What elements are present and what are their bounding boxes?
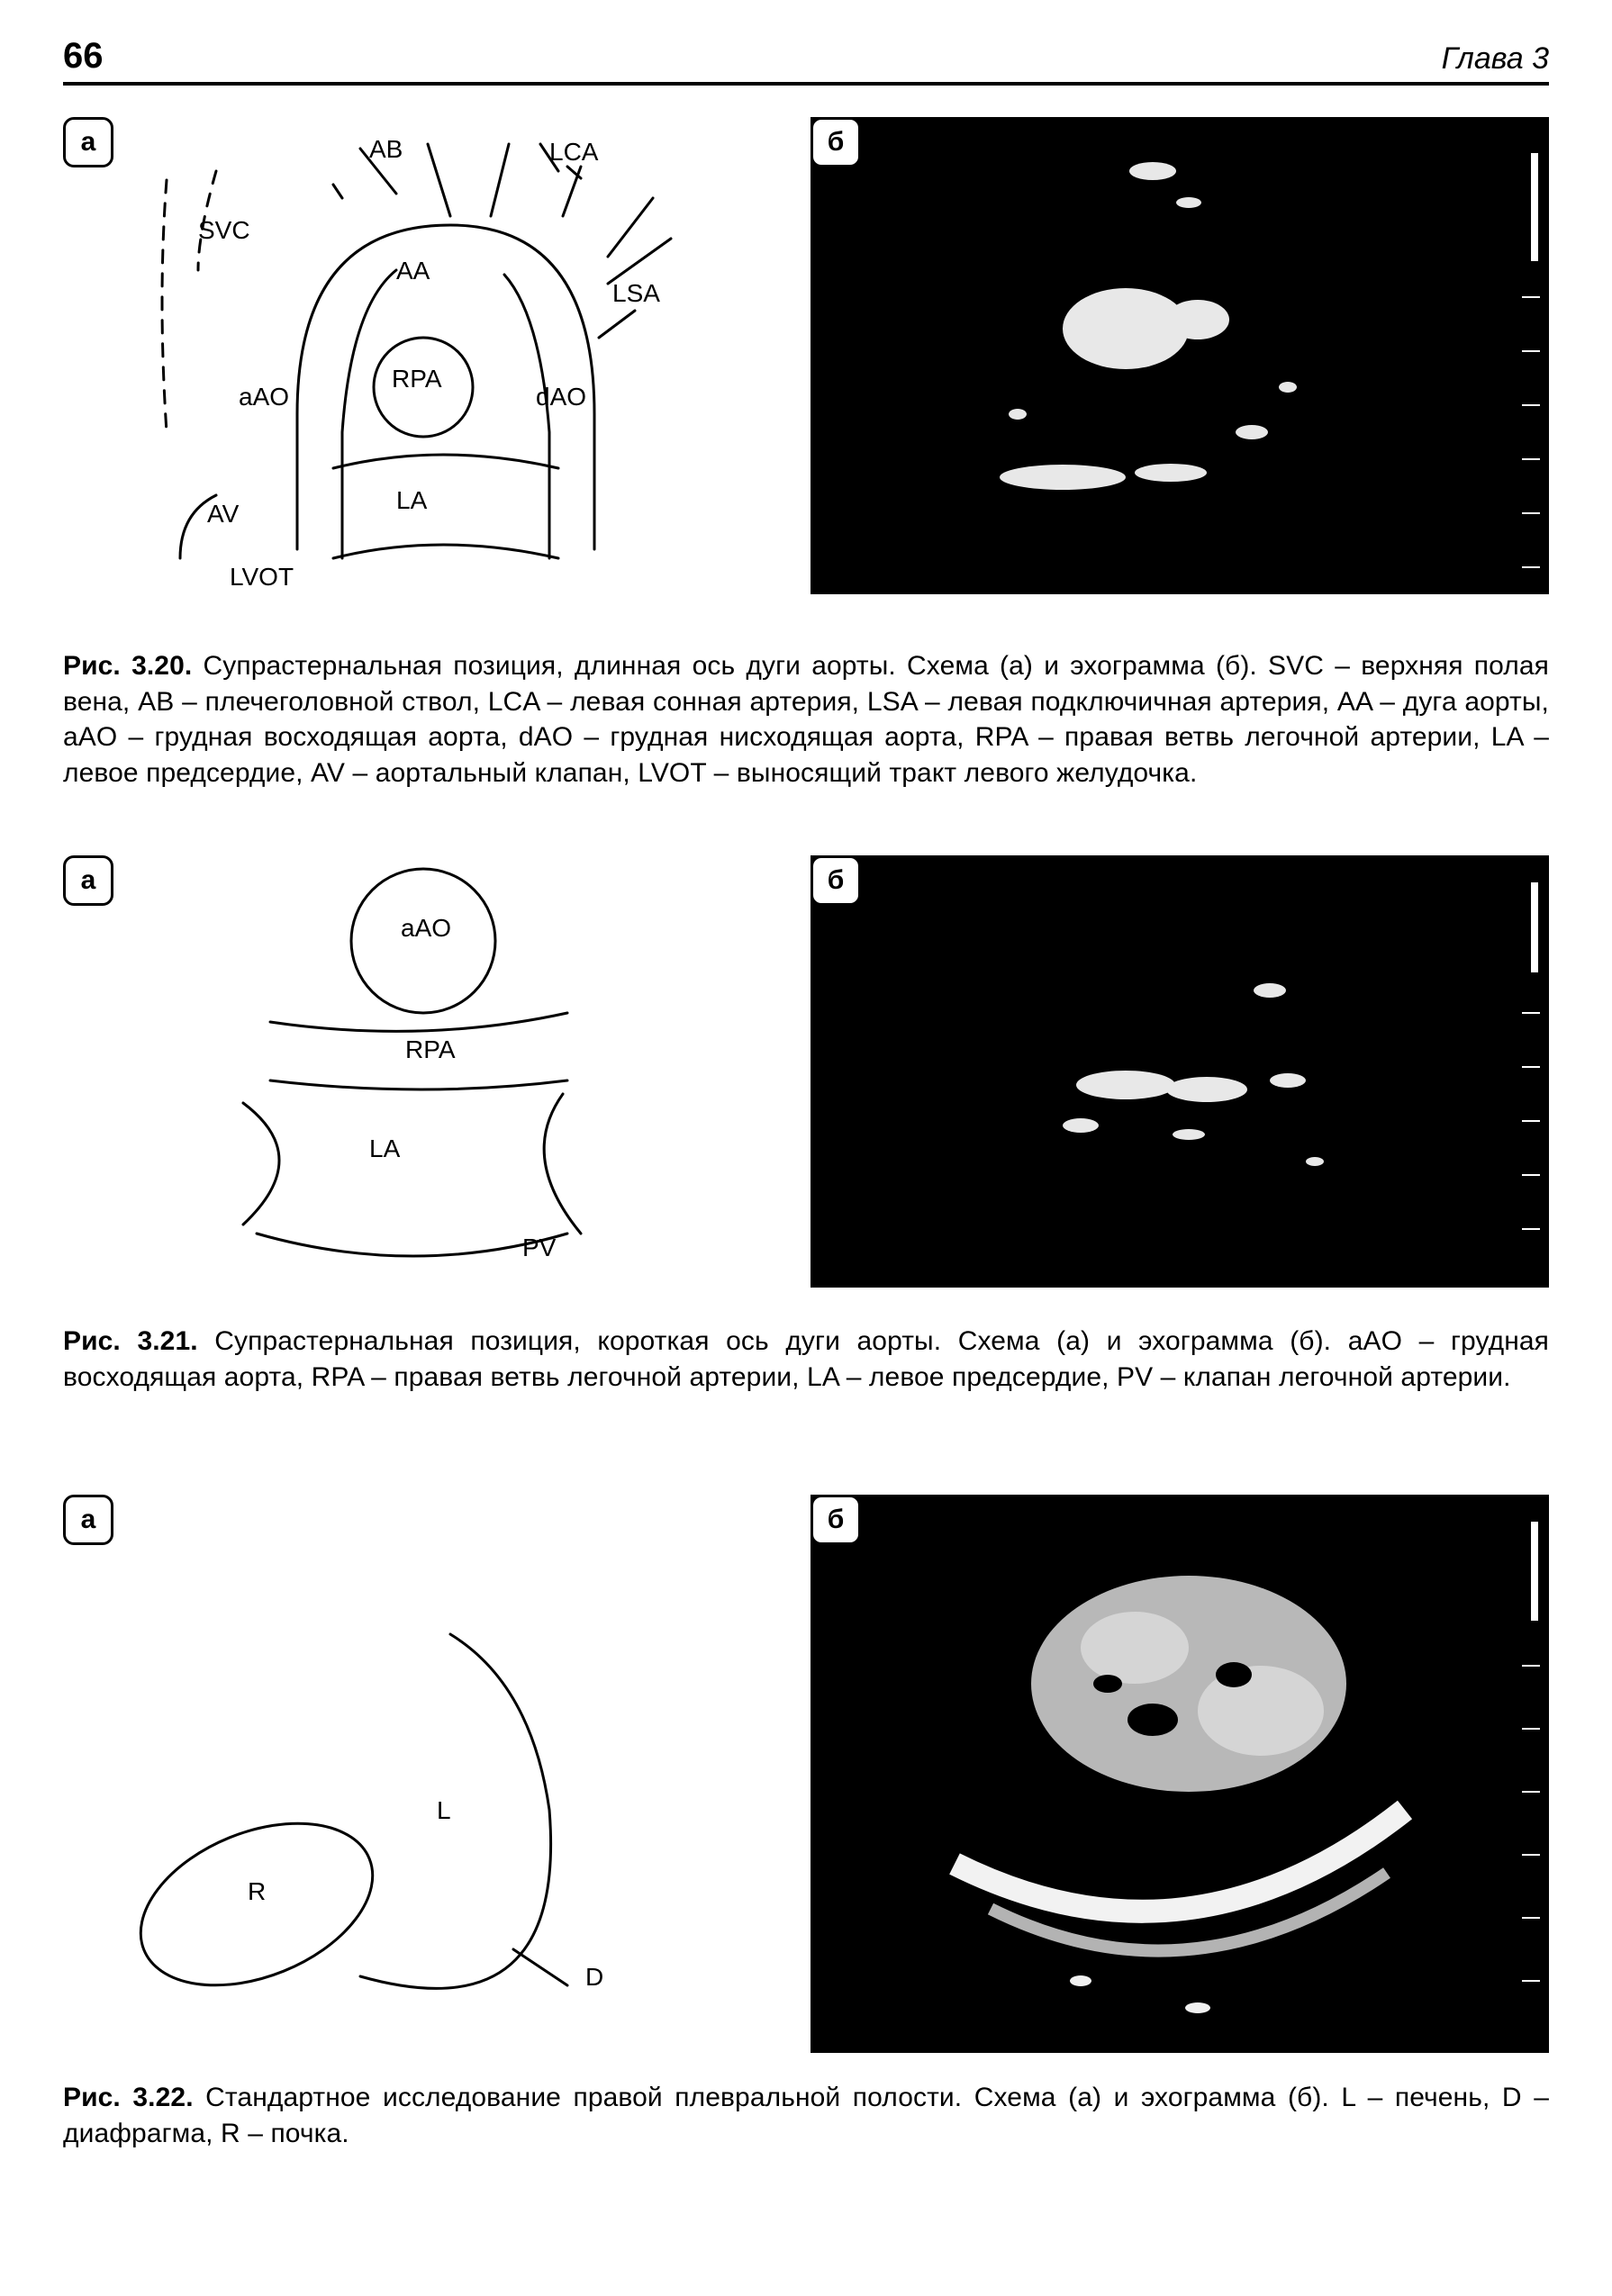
label-RPA: RPA [405, 1035, 456, 1063]
fig320-echogram: б [811, 117, 1549, 594]
fig322-caption-text: Стандартное исследование правой плевраль… [63, 2083, 1549, 2148]
fig320-echo-panel: б [811, 117, 1549, 594]
label-aAO: aAO [239, 383, 289, 411]
fig322-diagram: L R D [63, 1495, 765, 2053]
panel-label-a-icon: а [63, 855, 113, 906]
label-LSA: LSA [612, 279, 660, 307]
label-AB: AB [369, 135, 403, 163]
figure-3-22: а L R D [63, 1495, 1549, 2151]
fig321-caption-text: Супрастернальная позиция, короткая ось д… [63, 1326, 1549, 1392]
panel-label-b-icon: б [811, 855, 861, 906]
label-AA: AA [396, 257, 430, 285]
label-AV: AV [207, 500, 240, 528]
fig321-heading: Рис. 3.21. [63, 1326, 198, 1356]
page-number: 66 [63, 36, 104, 77]
fig322-echo-panel: б [811, 1495, 1549, 2053]
label-LCA: LCA [549, 138, 599, 166]
label-LA: LA [396, 486, 428, 514]
fig321-echo-panel: б [811, 855, 1549, 1288]
fig320-caption: Рис. 3.20. Супрастернальная позиция, дли… [63, 648, 1549, 791]
fig321-echogram: б [811, 855, 1549, 1288]
label-RPA: RPA [392, 365, 442, 393]
fig320-heading: Рис. 3.20. [63, 651, 192, 681]
panel-label-a-icon: а [63, 1495, 113, 1545]
panel-label-a-icon: а [63, 117, 113, 167]
label-aAO: aAO [401, 914, 451, 942]
label-SVC: SVC [198, 216, 250, 244]
panel-label-b-icon: б [811, 117, 861, 167]
fig322-diagram-panel: а L R D [63, 1495, 765, 2053]
fig321-diagram-panel: а aAO RPA LA PV [63, 855, 765, 1297]
fig320-diagram: AB LCA SVC AA LSA aAO RPA dAO AV LA LVOT [63, 117, 765, 621]
figure-3-20: а [63, 117, 1549, 791]
label-LA: LA [369, 1134, 401, 1162]
fig322-echogram: б [811, 1495, 1549, 2053]
label-L: L [437, 1796, 451, 1824]
page-header: 66 Глава 3 [63, 36, 1549, 86]
chapter-label: Глава 3 [1442, 41, 1549, 77]
fig322-heading: Рис. 3.22. [63, 2083, 194, 2112]
label-dAO: dAO [536, 383, 586, 411]
fig320-caption-text: Супрастернальная позиция, длинная ось ду… [63, 651, 1549, 788]
fig320-diagram-panel: а [63, 117, 765, 621]
label-LVOT: LVOT [230, 563, 294, 591]
fig321-caption: Рис. 3.21. Супрастернальная позиция, кор… [63, 1324, 1549, 1395]
fig321-diagram: aAO RPA LA PV [63, 855, 765, 1297]
label-R: R [248, 1877, 266, 1905]
panel-label-b-icon: б [811, 1495, 861, 1545]
figure-3-21: а aAO RPA LA PV [63, 855, 1549, 1395]
fig322-caption: Рис. 3.22. Стандартное исследование прав… [63, 2080, 1549, 2151]
label-D: D [585, 1963, 603, 1991]
label-PV: PV [522, 1234, 557, 1261]
